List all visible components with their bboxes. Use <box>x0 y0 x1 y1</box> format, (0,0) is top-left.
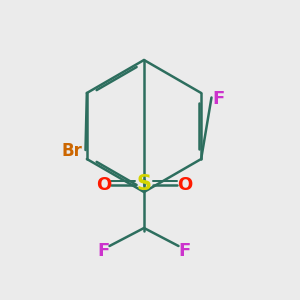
Text: S: S <box>136 175 152 194</box>
Text: Br: Br <box>61 142 82 160</box>
Text: O: O <box>96 176 111 194</box>
Text: O: O <box>177 176 192 194</box>
Text: F: F <box>178 242 190 260</box>
Text: F: F <box>213 90 225 108</box>
Text: F: F <box>98 242 110 260</box>
